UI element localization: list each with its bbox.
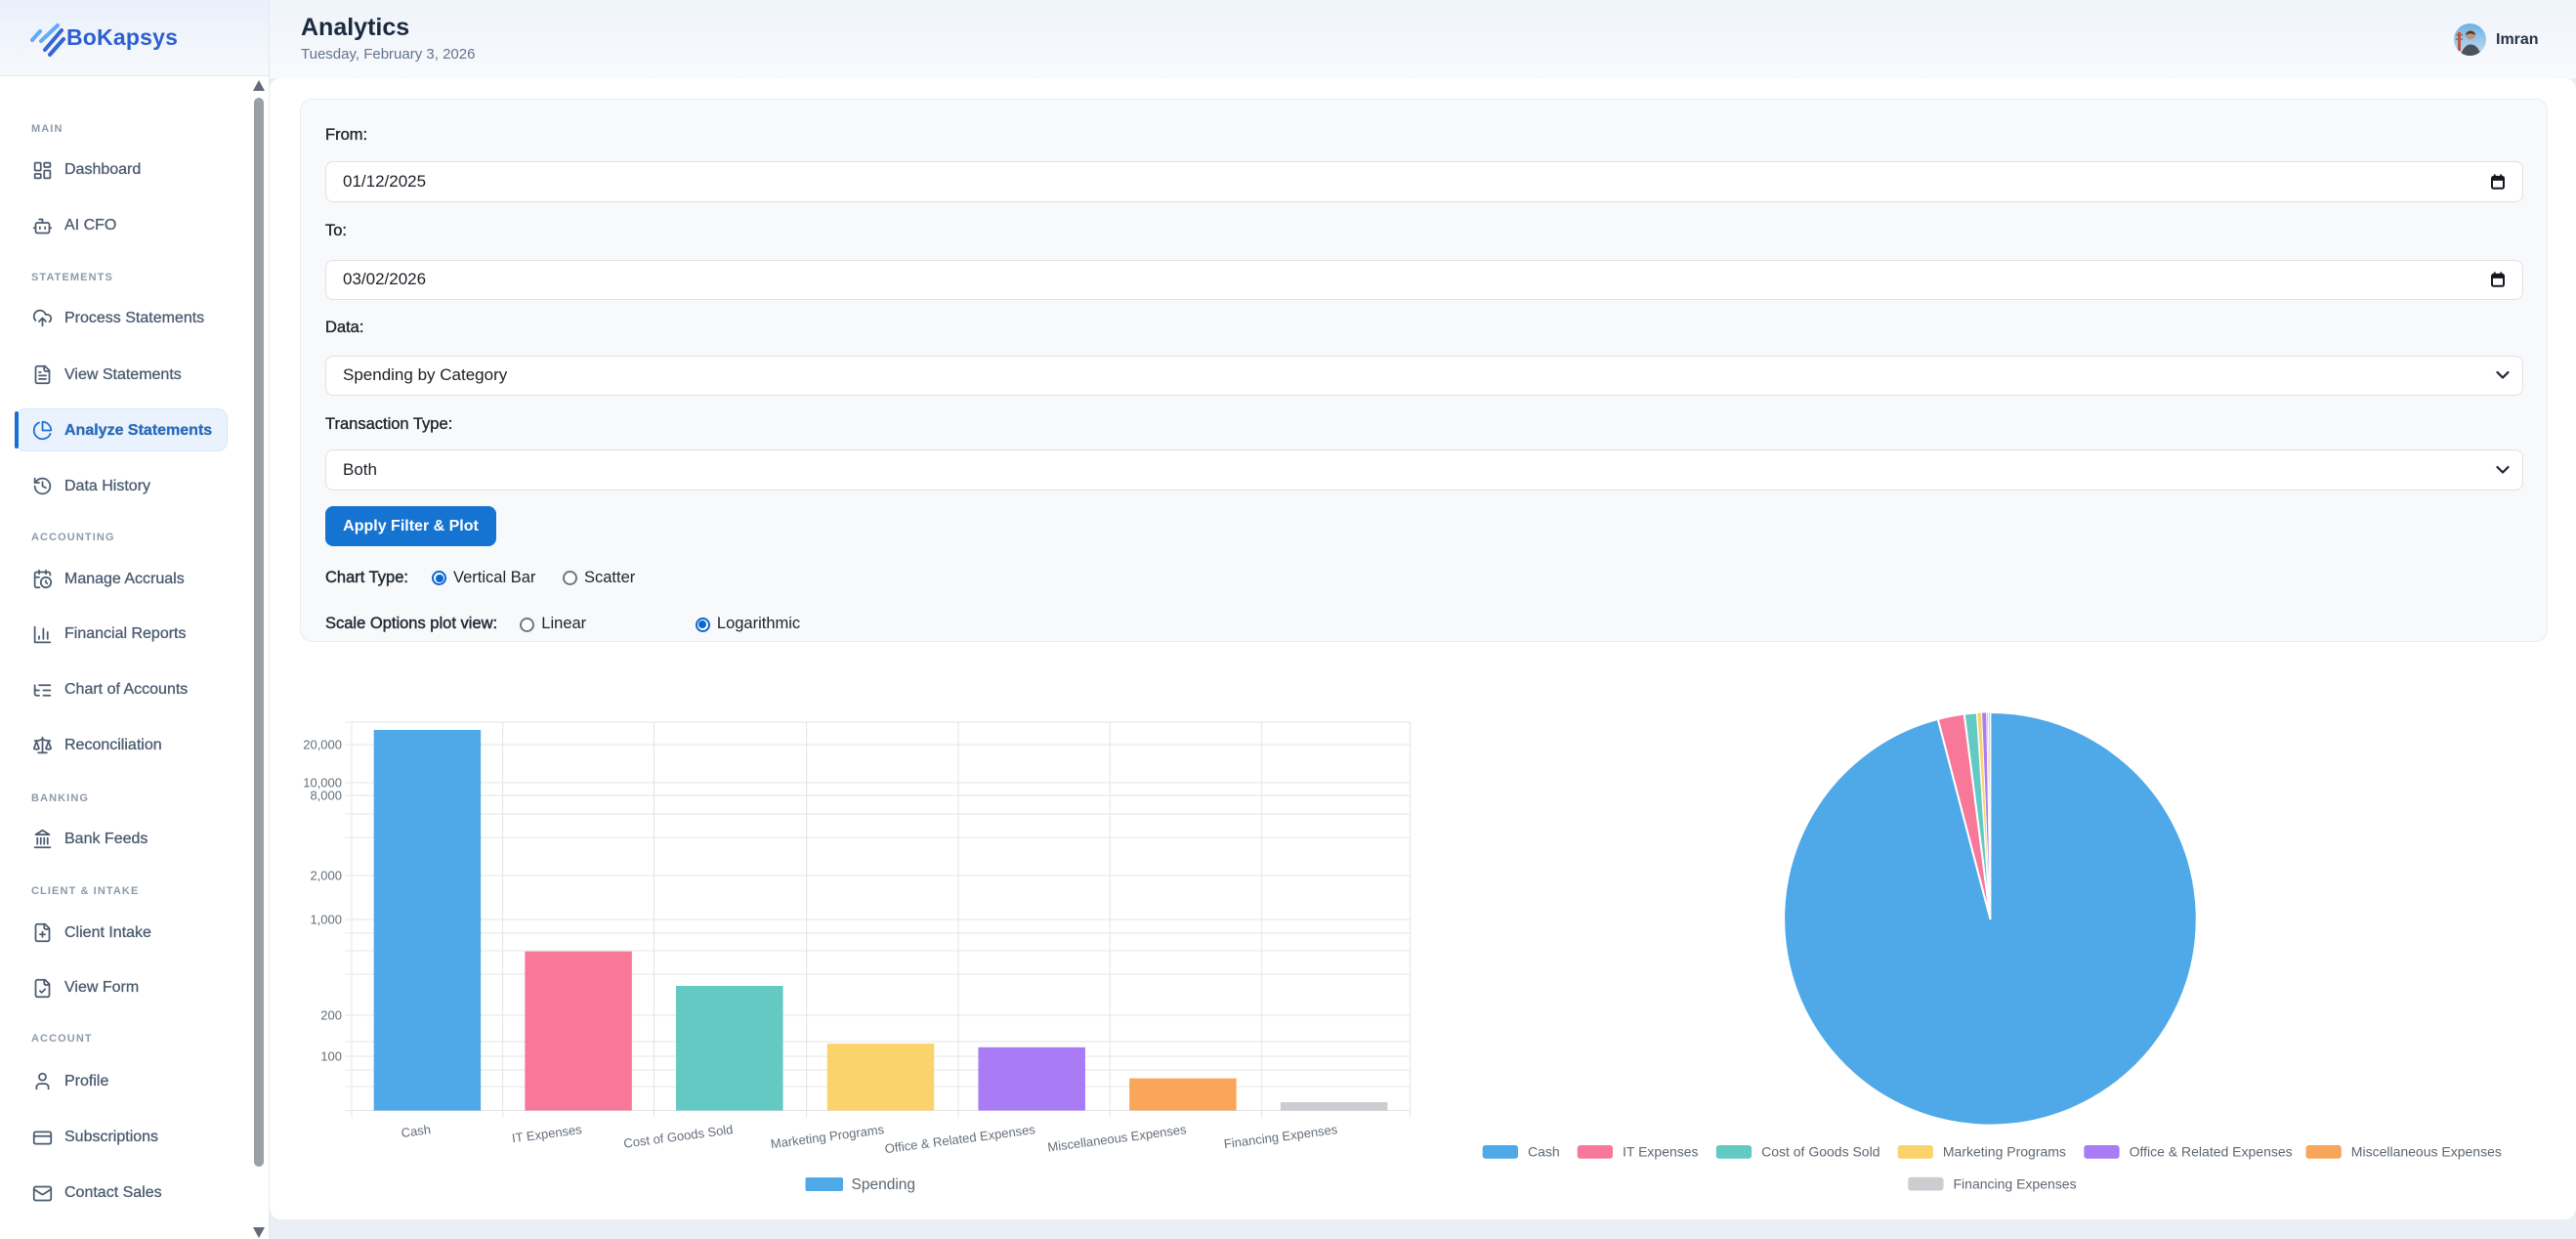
svg-text:200: 200 <box>320 1008 342 1023</box>
svg-text:Marketing Programs: Marketing Programs <box>770 1122 885 1151</box>
svg-text:100: 100 <box>320 1049 342 1064</box>
svg-text:Cash: Cash <box>401 1122 432 1140</box>
svg-text:1,000: 1,000 <box>310 913 342 927</box>
svg-text:Cost of Goods Sold: Cost of Goods Sold <box>622 1122 734 1151</box>
svg-text:Cost of Goods Sold: Cost of Goods Sold <box>1761 1144 1879 1160</box>
svg-text:8,000: 8,000 <box>310 789 342 803</box>
svg-text:Marketing Programs: Marketing Programs <box>1943 1144 2066 1160</box>
svg-text:Office & Related Expenses: Office & Related Expenses <box>2130 1144 2293 1160</box>
svg-text:Office & Related Expenses: Office & Related Expenses <box>884 1122 1036 1156</box>
svg-text:IT Expenses: IT Expenses <box>1623 1144 1699 1160</box>
svg-text:Miscellaneous Expenses: Miscellaneous Expenses <box>2351 1144 2502 1160</box>
svg-text:IT Expenses: IT Expenses <box>511 1122 583 1145</box>
svg-text:2,000: 2,000 <box>310 869 342 883</box>
svg-text:20,000: 20,000 <box>303 738 342 752</box>
svg-text:Miscellaneous Expenses: Miscellaneous Expenses <box>1046 1122 1187 1155</box>
svg-text:Financing Expenses: Financing Expenses <box>1223 1122 1339 1151</box>
svg-text:Financing Expenses: Financing Expenses <box>1954 1176 2077 1192</box>
svg-text:Spending: Spending <box>852 1176 916 1193</box>
svg-text:Cash: Cash <box>1528 1144 1560 1160</box>
svg-text:10,000: 10,000 <box>303 776 342 790</box>
